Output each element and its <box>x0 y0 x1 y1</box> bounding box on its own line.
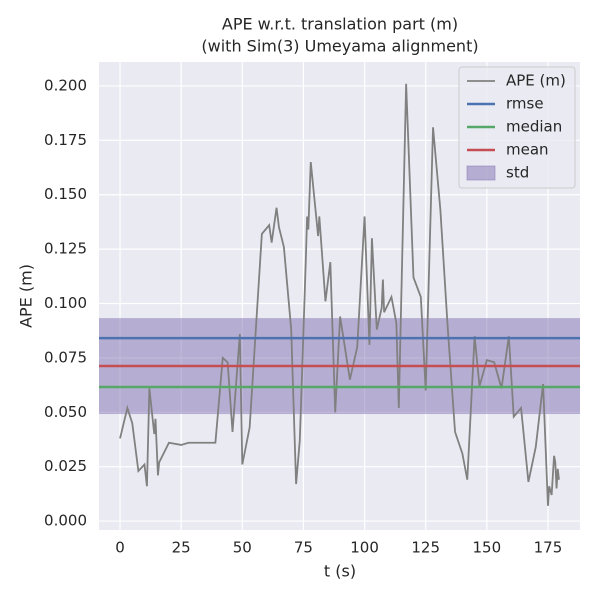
y-tick-label: 0.050 <box>44 403 87 421</box>
legend-label: rmse <box>506 95 544 113</box>
y-tick-label: 0.150 <box>44 185 87 203</box>
y-tick-label: 0.125 <box>44 240 87 258</box>
x-tick-label: 150 <box>473 539 502 557</box>
x-tick-label: 125 <box>411 539 440 557</box>
x-tick-label: 75 <box>294 539 313 557</box>
y-tick-label: 0.025 <box>44 457 87 475</box>
legend-label: mean <box>506 141 549 159</box>
y-tick-label: 0.200 <box>44 76 87 94</box>
legend-label: APE (m) <box>506 72 566 90</box>
y-axis-label: APE (m) <box>17 264 36 328</box>
x-tick-label: 50 <box>233 539 252 557</box>
x-tick-label: 0 <box>115 539 125 557</box>
x-axis-label: t (s) <box>324 562 356 581</box>
y-tick-label: 0.175 <box>44 131 87 149</box>
x-tick-label: 100 <box>350 539 379 557</box>
x-tick-label: 175 <box>534 539 563 557</box>
legend-label: std <box>506 164 529 182</box>
chart-title: APE w.r.t. translation part (m) <box>222 15 458 34</box>
chart-subtitle: (with Sim(3) Umeyama alignment) <box>201 37 478 56</box>
legend-swatch <box>466 165 496 181</box>
y-tick-label: 0.100 <box>44 294 87 312</box>
legend-label: median <box>506 118 562 136</box>
ape-line <box>119 83 560 506</box>
y-tick-label: 0.075 <box>44 348 87 366</box>
y-tick-label: 0.000 <box>44 512 87 530</box>
legend-box <box>458 66 576 189</box>
x-tick-label: 25 <box>172 539 191 557</box>
